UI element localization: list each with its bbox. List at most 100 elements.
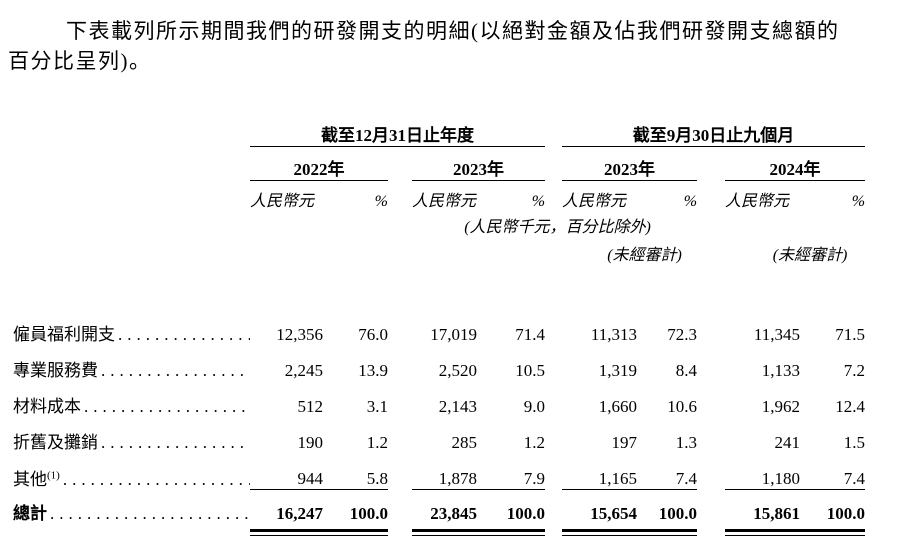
cell-2023n-amount: 1,660 — [598, 397, 638, 416]
cell-2023n-amount: 11,313 — [590, 325, 638, 344]
unaudited-note-row: (未經審計) (未經審計) — [13, 237, 865, 265]
spacer-row — [13, 265, 865, 309]
double-rule-row — [13, 524, 866, 536]
total-2023a-amount: 23,845 — [430, 504, 477, 523]
cell-2024-amount: 1,962 — [761, 397, 801, 416]
cell-2022-percent: 13.9 — [358, 361, 388, 380]
year-header-row: 2022年 2023年 2023年 2024年 — [13, 146, 866, 181]
cell-2023a-percent: 7.9 — [477, 453, 546, 490]
cell-2023a-percent: 71.4 — [515, 325, 546, 344]
footnote-marker: (1) — [47, 468, 60, 481]
cell-2023n-percent: 10.6 — [667, 397, 698, 416]
row-label: 材料成本....................................… — [13, 381, 250, 417]
cell-2023a-percent: 9.0 — [523, 397, 546, 416]
double-rule — [562, 529, 638, 536]
period-group-row: 截至12月31日止年度 截至9月30日止九個月 — [13, 116, 866, 147]
unaudited-note: (未經審計) — [772, 247, 848, 264]
table-row: 僱員福利開支..................................… — [13, 309, 865, 345]
cell-2024-amount: 241 — [774, 433, 801, 452]
unaudited-note: (未經審計) — [607, 247, 682, 264]
cell-2023a-percent: 1.2 — [523, 433, 546, 452]
total-row: 總計......................................… — [13, 490, 865, 525]
dot-leader: ........................................… — [101, 433, 250, 452]
table-row: 其他(1)...................................… — [13, 453, 866, 490]
currency-label: 人民幣元 — [725, 193, 790, 210]
currency-label: 人民幣元 — [250, 193, 315, 210]
cell-2023a-amount: 1,878 — [412, 453, 477, 490]
cell-2024-amount: 1,133 — [761, 361, 801, 380]
total-2023n-percent: 100.0 — [658, 504, 698, 523]
cell-2022-percent: 5.8 — [323, 453, 388, 490]
cell-2024-amount: 1,180 — [725, 453, 801, 490]
dot-leader: ........................................… — [62, 469, 250, 489]
percent-label: % — [374, 193, 388, 210]
period-group-nine-month: 截至9月30日止九個月 — [562, 116, 866, 147]
percent-label: % — [851, 193, 866, 210]
cell-2023n-percent: 8.4 — [675, 361, 698, 380]
cell-2023a-amount: 285 — [451, 433, 478, 452]
table-row: 材料成本....................................… — [13, 381, 865, 417]
dot-leader: ........................................… — [101, 361, 250, 380]
double-rule — [477, 529, 546, 536]
cell-2024-percent: 71.5 — [835, 325, 866, 344]
cell-2022-amount: 512 — [297, 397, 324, 416]
intro-paragraph: 下表載列所示期間我們的研發開支的明細(以絕對金額及佔我們研發開支總額的 百分比呈… — [8, 16, 896, 76]
cell-2023n-amount: 197 — [611, 433, 638, 452]
cell-2022-percent: 1.2 — [366, 433, 388, 452]
total-2024-percent: 100.0 — [826, 504, 866, 523]
double-rule — [323, 529, 388, 536]
unit-note: (人民幣千元，百分比除外) — [464, 219, 651, 236]
dot-leader: ........................................… — [118, 325, 250, 344]
cell-2022-amount: 12,356 — [276, 325, 323, 344]
total-label-text: 總計 — [13, 504, 47, 523]
rd-expenses-table: 截至12月31日止年度 截至9月30日止九個月 2022年 2023年 2023… — [13, 116, 866, 536]
cell-2024-percent: 7.2 — [843, 361, 866, 380]
cell-2023a-amount: 2,520 — [438, 361, 477, 380]
currency-label: 人民幣元 — [412, 193, 477, 210]
subheader-row: 人民幣元 % 人民幣元 % 人民幣元 % 人民幣元 % — [13, 181, 865, 212]
cell-2023n-amount: 1,319 — [598, 361, 638, 380]
row-label: 其他(1)...................................… — [13, 453, 250, 490]
double-rule — [412, 529, 477, 536]
cell-2022-amount: 190 — [297, 433, 324, 452]
cell-2023n-percent: 1.3 — [675, 433, 698, 452]
row-label-text: 折舊及攤銷 — [13, 433, 98, 452]
intro-line-2: 百分比呈列)。 — [8, 49, 152, 73]
cell-2022-amount: 2,245 — [284, 361, 323, 380]
table-row: 專業服務費...................................… — [13, 345, 865, 381]
row-label: 僱員福利開支..................................… — [13, 309, 250, 345]
row-label: 專業服務費...................................… — [13, 345, 250, 381]
year-header-2022: 2022年 — [250, 146, 388, 181]
cell-2023n-percent: 7.4 — [637, 453, 698, 490]
unit-note-row: (人民幣千元，百分比除外) — [13, 211, 865, 237]
cell-2024-percent: 7.4 — [800, 453, 866, 490]
cell-2023n-amount: 1,165 — [562, 453, 638, 490]
year-header-2023-nine-month: 2023年 — [562, 146, 698, 181]
currency-label: 人民幣元 — [562, 193, 627, 210]
cell-2022-percent: 76.0 — [358, 325, 388, 344]
double-rule — [800, 529, 866, 536]
row-label: 折舊及攤銷...................................… — [13, 417, 250, 453]
total-2022-percent: 100.0 — [349, 504, 388, 523]
cell-2024-percent: 1.5 — [843, 433, 866, 452]
cell-2022-percent: 3.1 — [366, 397, 388, 416]
dot-leader: ........................................… — [50, 504, 250, 523]
row-label-text: 專業服務費 — [13, 361, 98, 380]
total-2024-amount: 15,861 — [753, 504, 801, 523]
row-label-text: 材料成本 — [13, 397, 81, 416]
cell-2024-amount: 11,345 — [753, 325, 801, 344]
percent-label: % — [531, 193, 546, 210]
double-rule — [725, 529, 801, 536]
dot-leader: ........................................… — [84, 397, 250, 416]
cell-2023a-amount: 2,143 — [438, 397, 477, 416]
row-label-text: 僱員福利開支 — [13, 325, 115, 344]
cell-2022-amount: 944 — [250, 453, 323, 490]
year-header-2023-annual: 2023年 — [412, 146, 546, 181]
intro-line-1: 下表載列所示期間我們的研發開支的明細(以絕對金額及佔我們研發開支總額的 — [66, 19, 840, 43]
total-label: 總計......................................… — [13, 490, 250, 525]
cell-2023n-percent: 72.3 — [667, 325, 698, 344]
period-group-annual: 截至12月31日止年度 — [250, 116, 546, 147]
year-header-2024: 2024年 — [725, 146, 866, 181]
total-2023n-amount: 15,654 — [590, 504, 638, 523]
